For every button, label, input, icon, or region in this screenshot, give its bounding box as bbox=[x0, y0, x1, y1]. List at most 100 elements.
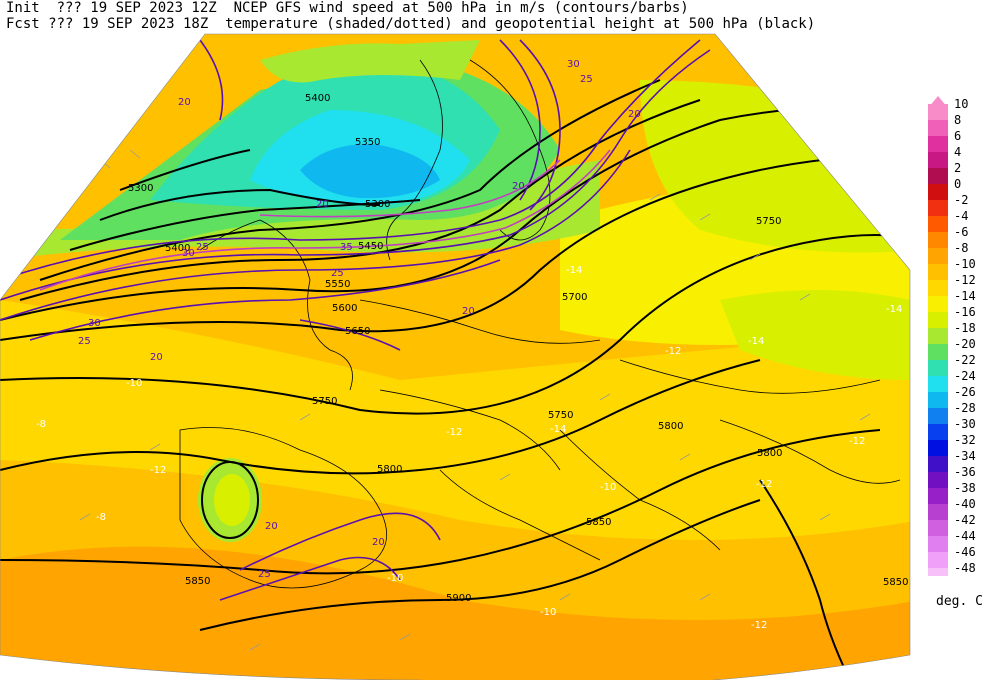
height-label: 5850 bbox=[185, 576, 210, 587]
wind-label: 25 bbox=[78, 336, 91, 347]
wind-label: 20 bbox=[372, 537, 385, 548]
legend-swatch bbox=[928, 264, 948, 280]
legend-label: -24 bbox=[954, 369, 976, 383]
init-line: Init ??? 19 SEP 2023 12Z NCEP GFS wind s… bbox=[6, 0, 689, 16]
temp-label: -12 bbox=[665, 346, 681, 357]
wind-label: 25 bbox=[331, 268, 344, 279]
wind-label: 20 bbox=[265, 521, 278, 532]
height-label: 5850 bbox=[586, 517, 611, 528]
legend-label: 6 bbox=[954, 129, 962, 143]
legend-label: -48 bbox=[954, 561, 976, 575]
temp-label: -14 bbox=[566, 265, 582, 276]
legend-label: -46 bbox=[954, 545, 976, 559]
legend-label: -8 bbox=[954, 241, 969, 255]
legend-swatch bbox=[928, 280, 948, 296]
legend-swatch bbox=[928, 152, 948, 168]
wind-label: 25 bbox=[580, 74, 593, 85]
legend-label: 10 bbox=[954, 97, 969, 111]
legend-label: -42 bbox=[954, 513, 976, 527]
height-label: 5750 bbox=[756, 216, 781, 227]
wind-label: 25 bbox=[196, 242, 209, 253]
wind-label: 20 bbox=[462, 306, 475, 317]
height-label: 5800 bbox=[658, 421, 683, 432]
legend-label: -22 bbox=[954, 353, 976, 367]
temp-label: -12 bbox=[751, 620, 767, 631]
legend-swatch bbox=[928, 472, 948, 488]
legend-label: -20 bbox=[954, 337, 976, 351]
wind-label: 20 bbox=[150, 352, 163, 363]
wind-label: 30 bbox=[182, 248, 195, 259]
legend-swatch bbox=[928, 168, 948, 184]
legend-colorbar bbox=[928, 96, 948, 576]
legend-label: -44 bbox=[954, 529, 976, 543]
wind-label: 20 bbox=[628, 109, 641, 120]
legend-label: -32 bbox=[954, 433, 976, 447]
legend-label: -18 bbox=[954, 321, 976, 335]
legend-swatch bbox=[928, 344, 948, 360]
temp-label: -10 bbox=[126, 378, 142, 389]
forecast-line: Fcst ??? 19 SEP 2023 18Z temperature (sh… bbox=[6, 16, 816, 32]
wind-label: 30 bbox=[88, 318, 101, 329]
legend-swatch bbox=[928, 568, 948, 576]
legend-label: -26 bbox=[954, 385, 976, 399]
legend-label: -12 bbox=[954, 273, 976, 287]
temp-label: -8 bbox=[36, 419, 46, 430]
height-label: 5800 bbox=[757, 448, 782, 459]
temp-label: -10 bbox=[387, 573, 403, 584]
wind-label: 20 bbox=[512, 181, 525, 192]
legend-label: 8 bbox=[954, 113, 962, 127]
legend-swatch bbox=[928, 424, 948, 440]
legend-label: -38 bbox=[954, 481, 976, 495]
legend-swatch bbox=[928, 456, 948, 472]
wind-label: 20 bbox=[316, 199, 329, 210]
temp-label: -14 bbox=[550, 424, 566, 435]
legend-label: -30 bbox=[954, 417, 976, 431]
legend-label: -34 bbox=[954, 449, 976, 463]
legend-swatch bbox=[928, 120, 948, 136]
legend-swatch bbox=[928, 328, 948, 344]
wind-labels: 20 20 25 30 35 30 25 20 20 25 30 20 25 2… bbox=[78, 59, 641, 580]
height-label: 5700 bbox=[562, 292, 587, 303]
height-label: 5350 bbox=[355, 137, 380, 148]
height-label: 5450 bbox=[358, 241, 383, 252]
height-label: 5400 bbox=[305, 93, 330, 104]
temp-label: -8 bbox=[96, 512, 106, 523]
height-labels: 5400 5350 5300 5300 5450 5400 5550 5600 … bbox=[128, 93, 908, 604]
legend-label: -10 bbox=[954, 257, 976, 271]
height-label: 5900 bbox=[446, 593, 471, 604]
height-label: 5750 bbox=[548, 410, 573, 421]
legend-label: -14 bbox=[954, 289, 976, 303]
legend-label: -4 bbox=[954, 209, 969, 223]
legend-swatch bbox=[928, 360, 948, 376]
height-label: 5300 bbox=[365, 199, 390, 210]
legend-swatch bbox=[928, 552, 948, 568]
legend-swatch bbox=[928, 520, 948, 536]
height-label: 5400 bbox=[165, 243, 190, 254]
height-label: 5750 bbox=[312, 396, 337, 407]
legend-swatch bbox=[928, 184, 948, 200]
height-label: 5300 bbox=[128, 183, 153, 194]
temperature-labels: -10 -12 -12 -14 -14 -12 -12 -8 -8 -10 -1… bbox=[36, 265, 902, 631]
wind-label: 35 bbox=[340, 242, 353, 253]
map-header: Init ??? 19 SEP 2023 12Z NCEP GFS wind s… bbox=[0, 0, 1000, 34]
height-label: 5600 bbox=[332, 303, 357, 314]
legend-swatch bbox=[928, 376, 948, 392]
legend-swatch bbox=[928, 408, 948, 424]
legend-swatch bbox=[928, 104, 948, 120]
legend-swatch bbox=[928, 296, 948, 312]
height-label: 5800 bbox=[377, 464, 402, 475]
legend-swatch bbox=[928, 136, 948, 152]
weather-map: 5400 5350 5300 5300 5450 5400 5550 5600 … bbox=[0, 33, 911, 680]
temp-label: -12 bbox=[756, 479, 772, 490]
legend-swatch bbox=[928, 216, 948, 232]
legend-label: -28 bbox=[954, 401, 976, 415]
legend-label: -2 bbox=[954, 193, 969, 207]
height-label: 5650 bbox=[345, 326, 370, 337]
wind-contours bbox=[0, 39, 711, 601]
legend-label: 2 bbox=[954, 161, 962, 175]
legend-label: -6 bbox=[954, 225, 969, 239]
temp-label: -10 bbox=[540, 607, 556, 618]
wind-label: 30 bbox=[567, 59, 580, 70]
legend-label: -40 bbox=[954, 497, 976, 511]
legend-label: -36 bbox=[954, 465, 976, 479]
